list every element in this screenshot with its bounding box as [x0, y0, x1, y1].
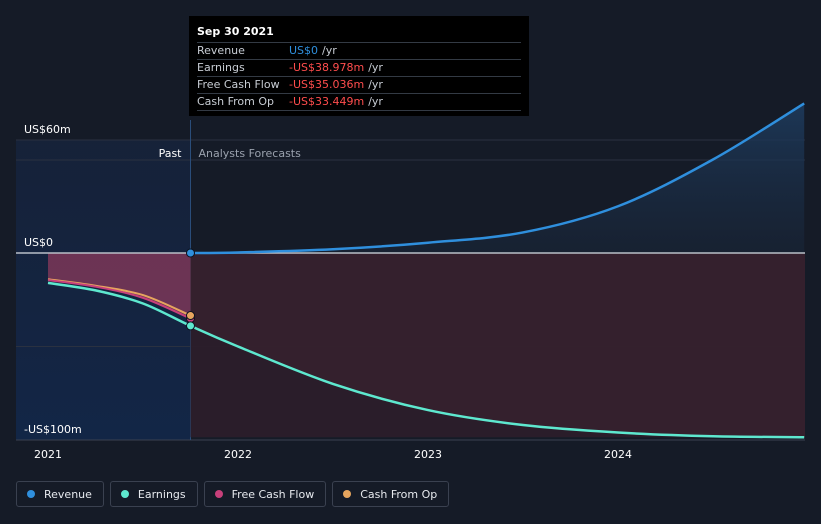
tooltip-row-value: -US$38.978m — [289, 61, 365, 74]
past-label: Past — [159, 147, 183, 160]
earnings-marker — [186, 321, 195, 331]
tooltip-row-label: Revenue — [197, 44, 245, 57]
legend-item-free-cash-flow[interactable]: Free Cash Flow — [203, 481, 327, 507]
tooltip-row-value: -US$33.449m — [289, 95, 365, 108]
revenue-line — [190, 102, 805, 255]
legend-item-cash-from-op[interactable]: Cash From Op — [332, 481, 450, 507]
earnings-gap-area — [190, 253, 805, 438]
tooltip-row-free-cash-flow: Free Cash Flow -US$35.036m /yr — [197, 77, 521, 94]
legend-label: Revenue — [44, 487, 92, 501]
tooltip-row-label: Free Cash Flow — [197, 78, 280, 91]
x-tick-label: 2021 — [34, 448, 62, 461]
revenue-marker — [186, 248, 195, 258]
x-tick-label: 2024 — [604, 448, 632, 461]
legend-dot-icon — [343, 490, 352, 498]
legend-label: Free Cash Flow — [231, 487, 315, 501]
tooltip-row-cash-from-op: Cash From Op -US$33.449m /yr — [197, 94, 521, 111]
tooltip-date: Sep 30 2021 — [197, 22, 521, 43]
tooltip-row-unit: /yr — [368, 61, 383, 74]
legend: Revenue Earnings Free Cash Flow Cash Fro… — [16, 481, 450, 507]
tooltip-row-unit: /yr — [322, 44, 337, 57]
y-axis-label: -US$100m — [24, 423, 82, 436]
legend-item-earnings[interactable]: Earnings — [109, 481, 198, 507]
tooltip-row-value: US$0 — [289, 44, 319, 57]
earnings-line — [47, 281, 805, 439]
x-tick-label: 2023 — [414, 448, 442, 461]
tooltip-row-label: Earnings — [197, 61, 245, 74]
y-axis-label: US$0 — [24, 236, 53, 249]
tooltip-row-earnings: Earnings -US$38.978m /yr — [197, 60, 521, 77]
legend-dot-icon — [120, 490, 129, 498]
legend-label: Earnings — [137, 487, 186, 501]
legend-label: Cash From Op — [360, 487, 438, 501]
y-axis-label: US$60m — [24, 123, 71, 136]
free-cash-flow-line — [47, 279, 191, 320]
tooltip-row-label: Cash From Op — [197, 95, 275, 108]
tooltip-row-revenue: Revenue US$0 /yr — [197, 43, 521, 60]
tooltip-row-unit: /yr — [368, 95, 383, 108]
cash-from-op-marker — [186, 311, 195, 321]
x-tick-label: 2022 — [224, 448, 252, 461]
tooltip-row-unit: /yr — [368, 78, 383, 91]
legend-dot-icon — [27, 490, 35, 498]
forecast-label: Analysts Forecasts — [199, 147, 302, 160]
tooltip-row-value: -US$35.036m — [289, 78, 365, 91]
legend-dot-icon — [214, 490, 223, 498]
revenue-area — [190, 103, 805, 254]
legend-item-revenue[interactable]: Revenue — [16, 481, 104, 507]
tooltip: Sep 30 2021 Revenue US$0 /yr Earnings -U… — [189, 16, 529, 116]
